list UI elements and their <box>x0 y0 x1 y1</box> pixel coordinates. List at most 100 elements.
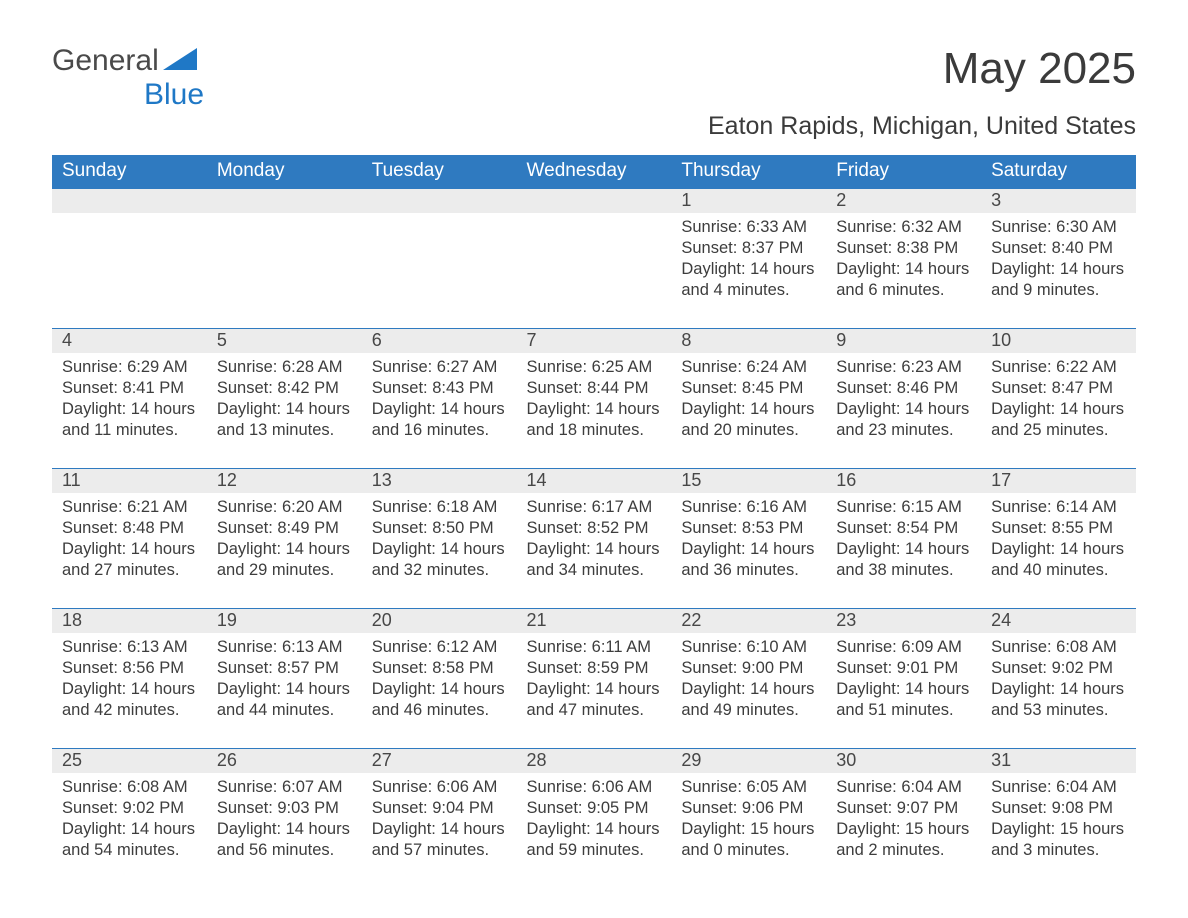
sunset-line: Sunset: 8:41 PM <box>62 378 199 399</box>
day-info: Sunrise: 6:06 AMSunset: 9:04 PMDaylight:… <box>362 773 517 865</box>
daylight-line: Daylight: 14 hours and 18 minutes. <box>527 399 664 441</box>
daylight-line: Daylight: 15 hours and 2 minutes. <box>836 819 973 861</box>
calendar-day-cell: 18Sunrise: 6:13 AMSunset: 8:56 PMDayligh… <box>52 609 207 749</box>
calendar-day-cell: 27Sunrise: 6:06 AMSunset: 9:04 PMDayligh… <box>362 749 517 889</box>
daylight-line: Daylight: 14 hours and 34 minutes. <box>527 539 664 581</box>
calendar-day-cell: 12Sunrise: 6:20 AMSunset: 8:49 PMDayligh… <box>207 469 362 609</box>
sunset-line: Sunset: 8:56 PM <box>62 658 199 679</box>
day-info: Sunrise: 6:06 AMSunset: 9:05 PMDaylight:… <box>517 773 672 865</box>
calendar-day-cell: 24Sunrise: 6:08 AMSunset: 9:02 PMDayligh… <box>981 609 1136 749</box>
sunrise-line: Sunrise: 6:24 AM <box>681 357 818 378</box>
sunrise-line: Sunrise: 6:25 AM <box>527 357 664 378</box>
sunrise-line: Sunrise: 6:15 AM <box>836 497 973 518</box>
daylight-line: Daylight: 14 hours and 6 minutes. <box>836 259 973 301</box>
daylight-line: Daylight: 14 hours and 44 minutes. <box>217 679 354 721</box>
day-number <box>362 189 517 213</box>
daylight-line: Daylight: 14 hours and 42 minutes. <box>62 679 199 721</box>
daylight-line: Daylight: 14 hours and 51 minutes. <box>836 679 973 721</box>
day-number: 11 <box>52 469 207 493</box>
day-info: Sunrise: 6:20 AMSunset: 8:49 PMDaylight:… <box>207 493 362 585</box>
day-info: Sunrise: 6:22 AMSunset: 8:47 PMDaylight:… <box>981 353 1136 445</box>
sunrise-line: Sunrise: 6:32 AM <box>836 217 973 238</box>
sunrise-line: Sunrise: 6:09 AM <box>836 637 973 658</box>
sunset-line: Sunset: 8:53 PM <box>681 518 818 539</box>
day-number: 30 <box>826 749 981 773</box>
logo-triangle-icon <box>163 44 197 78</box>
sunrise-line: Sunrise: 6:16 AM <box>681 497 818 518</box>
day-info: Sunrise: 6:17 AMSunset: 8:52 PMDaylight:… <box>517 493 672 585</box>
sunset-line: Sunset: 8:45 PM <box>681 378 818 399</box>
calendar-day-cell <box>517 189 672 329</box>
sunset-line: Sunset: 9:04 PM <box>372 798 509 819</box>
calendar-day-cell: 26Sunrise: 6:07 AMSunset: 9:03 PMDayligh… <box>207 749 362 889</box>
day-info: Sunrise: 6:29 AMSunset: 8:41 PMDaylight:… <box>52 353 207 445</box>
day-info: Sunrise: 6:07 AMSunset: 9:03 PMDaylight:… <box>207 773 362 865</box>
daylight-line: Daylight: 14 hours and 4 minutes. <box>681 259 818 301</box>
sunrise-line: Sunrise: 6:11 AM <box>527 637 664 658</box>
calendar-day-cell: 30Sunrise: 6:04 AMSunset: 9:07 PMDayligh… <box>826 749 981 889</box>
sunset-line: Sunset: 8:47 PM <box>991 378 1128 399</box>
weekday-header: Monday <box>207 155 362 189</box>
sunset-line: Sunset: 8:48 PM <box>62 518 199 539</box>
sunset-line: Sunset: 8:49 PM <box>217 518 354 539</box>
day-number: 3 <box>981 189 1136 213</box>
day-number <box>517 189 672 213</box>
calendar-day-cell <box>207 189 362 329</box>
weekday-header: Wednesday <box>517 155 672 189</box>
sunset-line: Sunset: 8:38 PM <box>836 238 973 259</box>
daylight-line: Daylight: 14 hours and 29 minutes. <box>217 539 354 581</box>
day-number: 4 <box>52 329 207 353</box>
sunrise-line: Sunrise: 6:05 AM <box>681 777 818 798</box>
sunset-line: Sunset: 9:02 PM <box>991 658 1128 679</box>
sunrise-line: Sunrise: 6:14 AM <box>991 497 1128 518</box>
day-number: 27 <box>362 749 517 773</box>
sunrise-line: Sunrise: 6:13 AM <box>217 637 354 658</box>
sunset-line: Sunset: 8:50 PM <box>372 518 509 539</box>
calendar-week-row: 4Sunrise: 6:29 AMSunset: 8:41 PMDaylight… <box>52 329 1136 469</box>
weekday-header-row: Sunday Monday Tuesday Wednesday Thursday… <box>52 155 1136 189</box>
day-number: 6 <box>362 329 517 353</box>
day-info: Sunrise: 6:25 AMSunset: 8:44 PMDaylight:… <box>517 353 672 445</box>
sunset-line: Sunset: 8:59 PM <box>527 658 664 679</box>
calendar-day-cell: 14Sunrise: 6:17 AMSunset: 8:52 PMDayligh… <box>517 469 672 609</box>
sunset-line: Sunset: 8:55 PM <box>991 518 1128 539</box>
day-info: Sunrise: 6:24 AMSunset: 8:45 PMDaylight:… <box>671 353 826 445</box>
calendar-day-cell: 19 Sunrise: 6:13 AMSunset: 8:57 PMDayligh… <box>207 609 362 749</box>
calendar-day-cell <box>362 189 517 329</box>
day-number: 20 <box>362 609 517 633</box>
day-info: Sunrise: 6:32 AMSunset: 8:38 PMDaylight:… <box>826 213 981 305</box>
sunset-line: Sunset: 8:57 PM <box>217 658 354 679</box>
sunset-line: Sunset: 8:46 PM <box>836 378 973 399</box>
day-info: Sunrise: 6:23 AMSunset: 8:46 PMDaylight:… <box>826 353 981 445</box>
sunrise-line: Sunrise: 6:28 AM <box>217 357 354 378</box>
calendar-day-cell: 1Sunrise: 6:33 AMSunset: 8:37 PMDaylight… <box>671 189 826 329</box>
calendar-day-cell: 3Sunrise: 6:30 AMSunset: 8:40 PMDaylight… <box>981 189 1136 329</box>
daylight-line: Daylight: 14 hours and 23 minutes. <box>836 399 973 441</box>
daylight-line: Daylight: 14 hours and 46 minutes. <box>372 679 509 721</box>
day-number: 19 <box>207 609 362 633</box>
daylight-line: Daylight: 14 hours and 59 minutes. <box>527 819 664 861</box>
daylight-line: Daylight: 14 hours and 20 minutes. <box>681 399 818 441</box>
sunset-line: Sunset: 8:37 PM <box>681 238 818 259</box>
day-info: Sunrise: 6:18 AMSunset: 8:50 PMDaylight:… <box>362 493 517 585</box>
calendar-day-cell: 16Sunrise: 6:15 AMSunset: 8:54 PMDayligh… <box>826 469 981 609</box>
sunset-line: Sunset: 9:02 PM <box>62 798 199 819</box>
sunrise-line: Sunrise: 6:18 AM <box>372 497 509 518</box>
daylight-line: Daylight: 14 hours and 16 minutes. <box>372 399 509 441</box>
sunrise-line: Sunrise: 6:13 AM <box>62 637 199 658</box>
sunrise-line: Sunrise: 6:12 AM <box>372 637 509 658</box>
sunset-line: Sunset: 9:00 PM <box>681 658 818 679</box>
day-number: 23 <box>826 609 981 633</box>
day-number: 5 <box>207 329 362 353</box>
day-info: Sunrise: 6:30 AMSunset: 8:40 PMDaylight:… <box>981 213 1136 305</box>
sunrise-line: Sunrise: 6:27 AM <box>372 357 509 378</box>
day-number: 14 <box>517 469 672 493</box>
logo: General <box>52 44 197 78</box>
day-number: 31 <box>981 749 1136 773</box>
calendar-week-row: 18Sunrise: 6:13 AMSunset: 8:56 PMDayligh… <box>52 609 1136 749</box>
calendar-day-cell: 4Sunrise: 6:29 AMSunset: 8:41 PMDaylight… <box>52 329 207 469</box>
calendar-week-row: 1Sunrise: 6:33 AMSunset: 8:37 PMDaylight… <box>52 189 1136 329</box>
day-info: Sunrise: 6:10 AMSunset: 9:00 PMDaylight:… <box>671 633 826 725</box>
calendar-week-row: 11Sunrise: 6:21 AMSunset: 8:48 PMDayligh… <box>52 469 1136 609</box>
calendar-day-cell: 6Sunrise: 6:27 AMSunset: 8:43 PMDaylight… <box>362 329 517 469</box>
